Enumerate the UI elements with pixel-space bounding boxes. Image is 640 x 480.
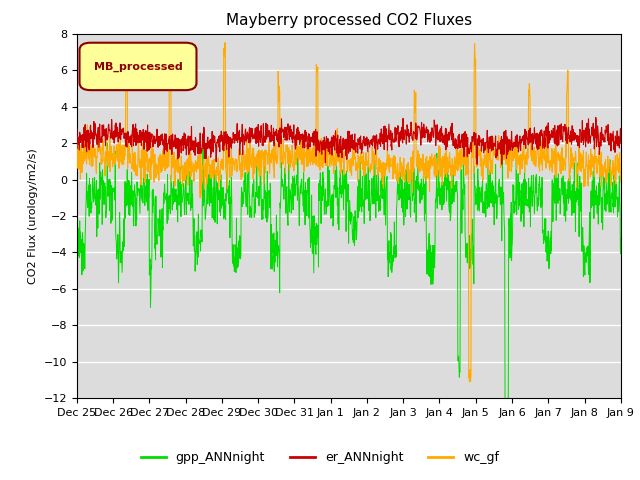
wc_gf (466, 379, 474, 384)
er_ANNnight (473, 161, 481, 167)
Title: Mayberry processed CO2 Fluxes: Mayberry processed CO2 Fluxes (226, 13, 472, 28)
Line: wc_gf: wc_gf (77, 43, 621, 382)
er_ANNnight (73, 126, 81, 132)
Y-axis label: CO2 Flux (urology/m2/s): CO2 Flux (urology/m2/s) (28, 148, 38, 284)
wc_gf (316, 139, 323, 144)
gpp_ANNnight (138, 194, 145, 200)
gpp_ANNnight (383, 175, 390, 181)
wc_gf (115, 166, 123, 171)
er_ANNnight (315, 139, 323, 144)
wc_gf (304, 163, 312, 169)
gpp_ANNnight (325, 191, 333, 197)
Text: MB_processed: MB_processed (94, 61, 182, 72)
wc_gf (325, 151, 333, 156)
wc_gf (137, 182, 145, 188)
Line: gpp_ANNnight: gpp_ANNnight (77, 143, 621, 398)
gpp_ANNnight (73, 234, 81, 240)
gpp_ANNnight (115, 235, 123, 241)
gpp_ANNnight (304, 176, 312, 182)
wc_gf (383, 157, 390, 163)
er_ANNnight (617, 141, 625, 146)
gpp_ANNnight (617, 236, 625, 241)
er_ANNnight (137, 131, 145, 136)
er_ANNnight (592, 115, 600, 120)
Legend: gpp_ANNnight, er_ANNnight, wc_gf: gpp_ANNnight, er_ANNnight, wc_gf (136, 446, 504, 469)
Line: er_ANNnight: er_ANNnight (77, 118, 621, 164)
gpp_ANNnight (104, 140, 111, 146)
wc_gf (166, 40, 173, 46)
gpp_ANNnight (501, 396, 509, 401)
er_ANNnight (383, 138, 390, 144)
wc_gf (73, 152, 81, 157)
er_ANNnight (115, 131, 123, 137)
gpp_ANNnight (316, 198, 323, 204)
er_ANNnight (304, 141, 312, 146)
FancyBboxPatch shape (79, 43, 196, 90)
wc_gf (617, 180, 625, 185)
er_ANNnight (325, 142, 333, 147)
